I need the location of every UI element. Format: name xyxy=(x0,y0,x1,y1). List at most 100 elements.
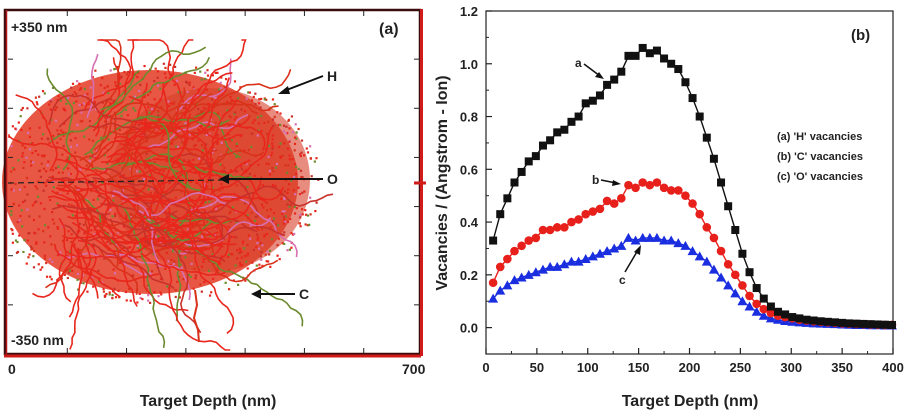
cascade-speck xyxy=(114,81,117,84)
cascade-speck xyxy=(282,124,286,127)
data-point xyxy=(759,304,769,314)
cascade-speck xyxy=(176,79,179,82)
cascade-speck xyxy=(211,277,215,280)
cascade-speck xyxy=(27,232,30,235)
cascade-track xyxy=(134,116,201,191)
cascade-speck xyxy=(202,260,205,263)
data-point xyxy=(716,246,726,256)
data-point xyxy=(489,236,498,245)
annotation-h: H xyxy=(278,68,337,94)
cascade-speck xyxy=(43,257,46,260)
cascade-speck xyxy=(295,207,298,210)
cascade-speck xyxy=(23,161,26,164)
data-point xyxy=(524,236,534,245)
cascade-speck xyxy=(256,238,259,241)
cascade-speck xyxy=(223,166,226,169)
cascade-speck xyxy=(263,121,266,125)
cascade-speck xyxy=(188,83,191,86)
cascade-speck xyxy=(130,179,133,182)
cascade-speck xyxy=(265,162,268,165)
cascade-speck xyxy=(112,268,115,271)
cascade-speck xyxy=(97,269,100,272)
annotation-c: C xyxy=(251,286,309,302)
cascade-speck xyxy=(271,151,274,154)
cascade-track xyxy=(126,228,202,334)
cascade-speck xyxy=(285,125,288,128)
cascade-speck xyxy=(36,103,39,106)
cascade-speck xyxy=(236,249,239,252)
y-extent-bottom-label: -350 nm xyxy=(11,332,64,348)
cascade-speck xyxy=(271,220,274,223)
cascade-speck xyxy=(165,228,168,231)
cascade-speck xyxy=(211,186,214,189)
cascade-speck xyxy=(102,91,105,94)
cascade-speck xyxy=(167,211,170,214)
cascade-speck xyxy=(77,288,80,291)
data-point xyxy=(717,178,726,187)
cascade-speck xyxy=(200,290,203,293)
cascade-speck xyxy=(204,132,207,135)
cascade-speck xyxy=(213,148,216,151)
cascade-speck xyxy=(93,233,96,236)
cascade-speck xyxy=(125,73,128,76)
cascade-speck xyxy=(219,81,222,84)
cascade-speck xyxy=(240,165,243,168)
cascade-speck xyxy=(26,208,29,211)
cascade-speck xyxy=(39,175,43,179)
cascade-speck xyxy=(237,283,240,286)
cascade-speck xyxy=(214,207,218,210)
cascade-track xyxy=(113,135,214,182)
cascade-speck xyxy=(129,257,133,260)
cascade-speck xyxy=(43,254,47,257)
data-point xyxy=(738,249,747,258)
cascade-speck xyxy=(68,173,71,176)
cascade-speck xyxy=(57,95,60,98)
cascade-speck xyxy=(108,291,111,294)
cascade-speck xyxy=(213,254,216,257)
cascade-speck xyxy=(189,180,193,183)
cascade-speck xyxy=(56,141,59,144)
cascade-speck xyxy=(100,136,103,139)
cascade-speck xyxy=(260,114,263,118)
cascade-speck xyxy=(183,113,186,116)
cascade-speck xyxy=(245,260,248,263)
cascade-speck xyxy=(271,142,274,145)
cascade-speck xyxy=(30,248,33,251)
cascade-speck xyxy=(281,212,284,215)
cascade-speck xyxy=(162,62,165,65)
cascade-speck xyxy=(197,88,200,91)
cascade-speck xyxy=(36,195,40,198)
cascade-track xyxy=(109,124,218,158)
y-tick-label: 1.2 xyxy=(460,4,478,19)
cascade-speck xyxy=(10,227,13,231)
cascade-speck xyxy=(191,224,194,228)
cascade-speck xyxy=(26,107,29,110)
cascade-speck xyxy=(36,187,39,190)
cascade-speck xyxy=(286,132,289,135)
cascade-speck xyxy=(74,214,77,217)
cascade-speck xyxy=(84,270,87,273)
cascade-speck xyxy=(299,154,302,158)
cascade-speck xyxy=(267,260,270,263)
cascade-speck xyxy=(56,129,59,132)
cascade-speck xyxy=(247,234,251,237)
cascade-speck xyxy=(34,149,37,153)
cascade-speck xyxy=(76,80,79,83)
cascade-speck xyxy=(40,137,44,140)
cascade-speck xyxy=(226,151,230,154)
data-point xyxy=(674,186,683,195)
cascade-speck xyxy=(207,180,210,184)
cascade-speck xyxy=(90,164,94,167)
cascade-speck xyxy=(79,87,83,90)
cascade-speck xyxy=(279,142,282,145)
cascade-speck xyxy=(78,82,81,85)
cascade-speck xyxy=(194,66,198,69)
cascade-track xyxy=(145,120,187,230)
cascade-speck xyxy=(74,111,78,115)
cascade-speck xyxy=(48,103,51,106)
cascade-speck xyxy=(87,103,90,106)
x-tick-label: 100 xyxy=(577,360,599,375)
cascade-speck xyxy=(118,128,122,132)
cascade-speck xyxy=(198,183,201,187)
cascade-speck xyxy=(78,248,81,251)
